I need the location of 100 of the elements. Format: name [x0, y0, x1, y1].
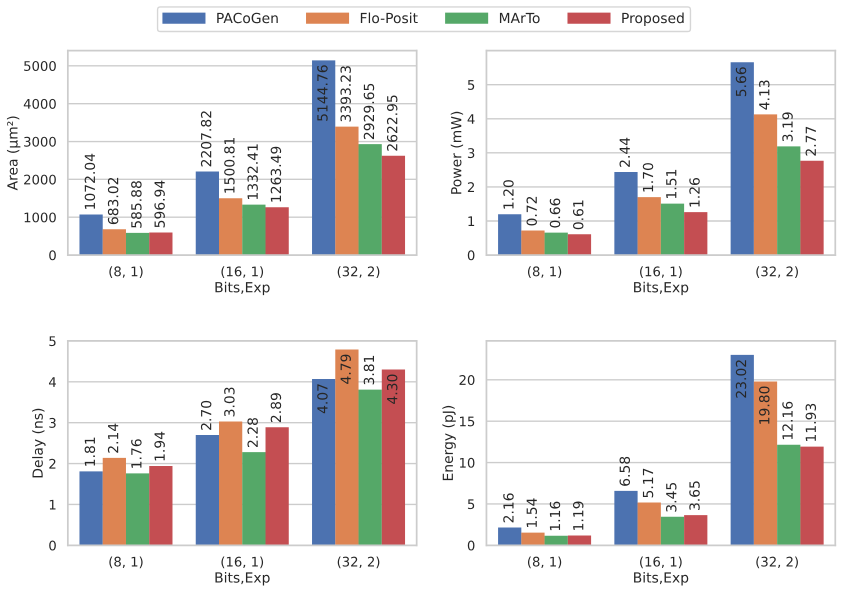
data-label: 0.66	[550, 198, 560, 228]
legend-label: Flo-Posit	[360, 12, 418, 24]
x-axis-title: Bits,Exp	[215, 572, 270, 586]
legend-label: PACoGen	[217, 12, 278, 24]
y-tick-label: 0	[468, 540, 474, 551]
data-label: 3.65	[689, 481, 700, 510]
bar	[196, 434, 219, 546]
bar	[312, 378, 336, 546]
x-tick-label: (32, 2)	[756, 266, 798, 278]
data-label: 0.72	[526, 196, 537, 226]
bar	[777, 444, 800, 546]
bar	[684, 212, 708, 256]
y-tick-label: 4	[48, 377, 56, 387]
y-axis-title: Delay (ns)	[32, 408, 46, 478]
bar	[126, 232, 150, 256]
y-tick-label: 20	[460, 375, 474, 386]
x-tick-label: (8, 1)	[109, 266, 143, 278]
data-label: 6.58	[620, 456, 630, 486]
bar	[266, 427, 289, 546]
bar	[730, 354, 754, 546]
bar	[777, 146, 800, 256]
y-tick-label: 2	[49, 458, 56, 469]
y-tick-label: 0	[468, 250, 474, 260]
data-label: 596.94	[154, 180, 165, 228]
bar	[79, 471, 103, 546]
bar	[335, 126, 359, 256]
bar	[614, 490, 638, 546]
data-label: 3.19	[782, 112, 793, 142]
data-label: 1.54	[526, 498, 537, 527]
data-label: 5.17	[642, 468, 654, 498]
data-label: 1332.41	[247, 144, 258, 200]
data-label: 3393.23	[340, 66, 351, 122]
y-tick-label: 1	[50, 500, 56, 510]
x-axis-title: Bits,Exp	[634, 572, 688, 586]
y-tick-label: 3	[49, 418, 56, 428]
y-tick-label: 5	[468, 499, 474, 510]
data-label: 1.16	[550, 502, 560, 530]
bar	[638, 502, 661, 546]
y-tick-label: 0	[49, 250, 56, 260]
y-axis-title: Area (µm²)	[6, 116, 20, 190]
data-label: 11.93	[806, 404, 816, 441]
y-tick-label: 10	[460, 458, 474, 468]
y-tick-label: 1000	[24, 212, 56, 222]
bar	[544, 536, 568, 546]
y-tick-label: 5	[49, 336, 56, 346]
data-label: 2.16	[503, 493, 514, 522]
data-label: 4.30	[386, 374, 398, 404]
bar	[102, 229, 126, 256]
bar	[382, 156, 406, 256]
data-label: 1.81	[84, 438, 96, 466]
bar	[266, 207, 289, 256]
bar	[242, 452, 266, 546]
bar	[498, 214, 522, 256]
y-axis-title: Energy (pJ)	[442, 406, 456, 480]
legend-label: MArTo	[500, 12, 540, 24]
data-label: 12.16	[782, 402, 793, 440]
data-label: 0.61	[572, 200, 584, 230]
bar	[498, 527, 522, 546]
bar	[335, 350, 359, 546]
data-label: 2.89	[270, 393, 282, 422]
bar	[521, 532, 545, 546]
x-tick-label: (8, 1)	[528, 556, 562, 568]
bar	[126, 473, 150, 546]
data-label: 1.76	[131, 439, 142, 468]
y-tick-label: 3	[468, 148, 474, 158]
x-axis-title: Bits,Exp	[634, 282, 688, 296]
y-tick-label: 4000	[24, 98, 56, 109]
data-label: 1500.81	[224, 138, 235, 193]
x-axis-title: Bits,Exp	[215, 282, 270, 296]
bar	[219, 421, 242, 546]
bar	[196, 172, 219, 256]
bar	[568, 234, 592, 256]
bar	[358, 144, 382, 256]
bar	[149, 466, 172, 546]
x-tick-label: (32, 2)	[756, 556, 798, 568]
y-tick-label: 2000	[24, 174, 56, 185]
data-label: 683.02	[108, 178, 118, 224]
x-tick-label: (32, 2)	[338, 266, 380, 278]
legend-label: Proposed	[622, 12, 684, 26]
x-tick-label: (16, 1)	[221, 266, 264, 278]
bar	[730, 62, 754, 256]
y-tick-label: 5	[468, 80, 474, 90]
data-label: 1.94	[154, 432, 165, 460]
bar	[568, 535, 592, 546]
data-label: 2.44	[620, 138, 630, 167]
data-label: 2207.82	[200, 111, 212, 166]
data-label: 3.03	[224, 388, 235, 416]
data-label: 4.07	[317, 384, 328, 414]
x-tick-label: (32, 2)	[338, 556, 380, 568]
bar	[800, 160, 824, 256]
y-tick-label: 0	[49, 540, 56, 551]
bar	[219, 198, 242, 256]
x-tick-label: (16, 1)	[221, 556, 264, 568]
bar	[358, 390, 382, 546]
data-label: 4.79	[340, 354, 351, 384]
bar	[242, 204, 266, 256]
bar	[544, 232, 568, 256]
x-tick-label: (16, 1)	[640, 556, 682, 568]
bar	[521, 230, 545, 256]
data-label: 23.02	[736, 360, 746, 398]
